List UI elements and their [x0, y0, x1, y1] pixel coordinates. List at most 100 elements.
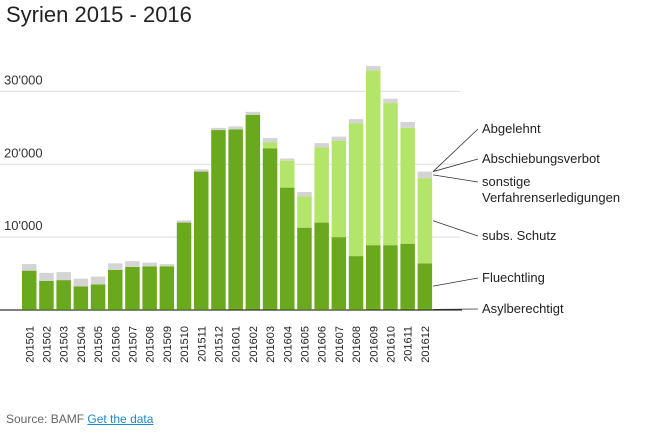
- bar-segment-asylberechtigt-201605: [297, 309, 312, 310]
- bar-segment-fluechtling-201611: [400, 243, 415, 309]
- x-tick-label: 201607: [334, 326, 346, 363]
- y-tick-label: 10'000: [4, 218, 43, 233]
- legend-leader-line: [432, 220, 479, 237]
- x-tick-label: 201505: [93, 326, 105, 363]
- x-tick-label: 201507: [127, 326, 139, 363]
- bar-segment-fluechtling-201601: [228, 129, 243, 309]
- bar-segment-fluechtling-201509: [159, 266, 175, 310]
- bar-segment-fluechtling-201604: [280, 187, 295, 310]
- x-axis-labels: 201501 201502 201503 201504 201505 201506 2015…: [24, 326, 432, 363]
- bar-segment-fluechtling-201512: [211, 130, 226, 310]
- bar-segment-fluechtling-201511: [194, 171, 209, 310]
- x-tick-label: 201612: [420, 326, 432, 363]
- bar-segment-sonstige-verfahrenserledigungen-201503: [56, 272, 71, 281]
- bar-segment-sonstige-verfahrenserledigungen-201603: [262, 138, 278, 143]
- y-tick-label: 30'000: [4, 72, 43, 87]
- bar-segment-sonstige-verfahrenserledigungen-201501: [22, 264, 37, 271]
- x-tick-label: 201606: [317, 326, 329, 363]
- bar-segment-subs-schutz-201611: [400, 127, 415, 244]
- legend-label-sonstige-verfahrenserledigungen: sonstige Verfahrenserledigungen: [482, 174, 620, 205]
- x-tick-label: 201512: [213, 326, 225, 363]
- bar-segment-sonstige-verfahrenserledigungen-201609: [366, 65, 381, 71]
- x-tick-label: 201611: [403, 326, 415, 362]
- legend-leader-line: [432, 158, 479, 172]
- bar-segment-sonstige-verfahrenserledigungen-201508: [142, 262, 157, 267]
- bar-segment-sonstige-verfahrenserledigungen-201505: [90, 276, 106, 285]
- bar-segment-sonstige-verfahrenserledigungen-201504: [73, 278, 89, 287]
- bar-segment-sonstige-verfahrenserledigungen-201512: [211, 127, 226, 131]
- x-tick-label: 201508: [145, 326, 157, 363]
- bar-segment-asylberechtigt-201511: [194, 309, 209, 310]
- bar-segment-fluechtling-201510: [176, 222, 192, 310]
- bar-segment-fluechtling-201605: [297, 227, 312, 310]
- get-the-data-link[interactable]: Get the data: [87, 412, 154, 426]
- x-tick-label: 201608: [351, 326, 363, 363]
- bar-segment-fluechtling-201610: [383, 245, 398, 309]
- legend-label-asylberechtigt: Asylberechtigt: [482, 301, 564, 316]
- bar-segment-fluechtling-201609: [366, 245, 381, 309]
- bar-segment-sonstige-verfahrenserledigungen-201607: [331, 136, 347, 141]
- x-tick-label: 201510: [179, 326, 191, 363]
- x-tick-label: 201501: [24, 326, 36, 363]
- x-tick-label: 201511: [196, 326, 208, 362]
- x-tick-label: 201502: [41, 326, 53, 363]
- bar-segment-asylberechtigt-201612: [417, 308, 433, 310]
- bar-segment-fluechtling-201608: [348, 256, 364, 310]
- legend-leader-line: [433, 277, 479, 287]
- bar-segment-fluechtling-201508: [142, 266, 157, 310]
- bar-segment-sonstige-verfahrenserledigungen-201611: [400, 122, 415, 128]
- bar-segment-asylberechtigt-201608: [348, 309, 364, 310]
- bar-segment-sonstige-verfahrenserledigungen-201601: [228, 126, 243, 130]
- x-tick-label: 201603: [265, 326, 277, 363]
- bar-segment-fluechtling-201505: [90, 284, 106, 310]
- x-tick-label: 201604: [282, 326, 294, 363]
- bars: [22, 65, 433, 310]
- bar-segment-subs-schutz-201612: [417, 178, 433, 264]
- bar-segment-fluechtling-201602: [245, 114, 261, 309]
- source-note: Source: BAMF Get the data: [6, 412, 153, 426]
- x-tick-label: 201504: [76, 326, 88, 363]
- bar-segment-asylberechtigt-201601: [228, 308, 243, 310]
- bar-segment-asylberechtigt-201602: [245, 308, 261, 310]
- bar-segment-fluechtling-201504: [73, 286, 89, 310]
- bar-segment-sonstige-verfahrenserledigungen-201502: [39, 272, 54, 281]
- y-tick-label: 20'000: [4, 145, 43, 160]
- bar-segment-fluechtling-201603: [262, 148, 278, 309]
- bar-segment-fluechtling-201503: [56, 280, 71, 310]
- bar-segment-sonstige-verfahrenserledigungen-201612: [417, 171, 433, 179]
- legend-label-abgelehnt: Abgelehnt: [482, 121, 541, 136]
- x-tick-label: 201605: [299, 326, 311, 363]
- bar-segment-asylberechtigt-201512: [211, 309, 226, 310]
- bar-segment-fluechtling-201502: [39, 280, 54, 310]
- bar-segment-subs-schutz-201607: [331, 140, 347, 238]
- bar-segment-subs-schutz-201603: [262, 142, 278, 149]
- x-tick-label: 201503: [59, 326, 71, 363]
- bar-segment-subs-schutz-201606: [314, 147, 329, 223]
- legend: Abgelehnt Abschiebungsverbot sonstige Verfa…: [432, 121, 620, 316]
- bar-segment-subs-schutz-201609: [366, 70, 381, 246]
- bar-segment-sonstige-verfahrenserledigungen-201606: [314, 143, 329, 148]
- bar-segment-fluechtling-201506: [108, 269, 123, 310]
- bar-segment-sonstige-verfahrenserledigungen-201605: [297, 191, 312, 197]
- bar-segment-sonstige-verfahrenserledigungen-201602: [245, 111, 261, 115]
- legend-label-fluechtling: Fluechtling: [482, 270, 545, 285]
- bar-segment-sonstige-verfahrenserledigungen-201610: [383, 98, 398, 104]
- y-axis-labels: 10'000 20'000 30'000: [4, 72, 43, 233]
- bar-segment-asylberechtigt-201609: [366, 308, 381, 310]
- bar-segment-subs-schutz-201605: [297, 196, 312, 228]
- legend-label-abschiebungsverbot: Abschiebungsverbot: [482, 151, 600, 166]
- chart-title: Syrien 2015 - 2016: [6, 2, 192, 27]
- bar-segment-sonstige-verfahrenserledigungen-201608: [348, 119, 364, 124]
- bar-segment-asylberechtigt-201610: [383, 308, 398, 310]
- x-tick-label: 201610: [385, 326, 397, 363]
- bar-segment-subs-schutz-201610: [383, 103, 398, 246]
- bar-segment-asylberechtigt-201603: [262, 308, 278, 310]
- bar-segment-sonstige-verfahrenserledigungen-201604: [280, 158, 295, 161]
- bar-segment-sonstige-verfahrenserledigungen-201510: [176, 220, 192, 223]
- bar-segment-sonstige-verfahrenserledigungen-201511: [194, 169, 209, 172]
- bar-segment-asylberechtigt-201607: [331, 309, 347, 310]
- bar-segment-sonstige-verfahrenserledigungen-201507: [125, 261, 140, 268]
- bar-segment-fluechtling-201501: [22, 270, 37, 310]
- x-tick-label: 201601: [231, 326, 243, 363]
- x-tick-label: 201509: [162, 326, 174, 363]
